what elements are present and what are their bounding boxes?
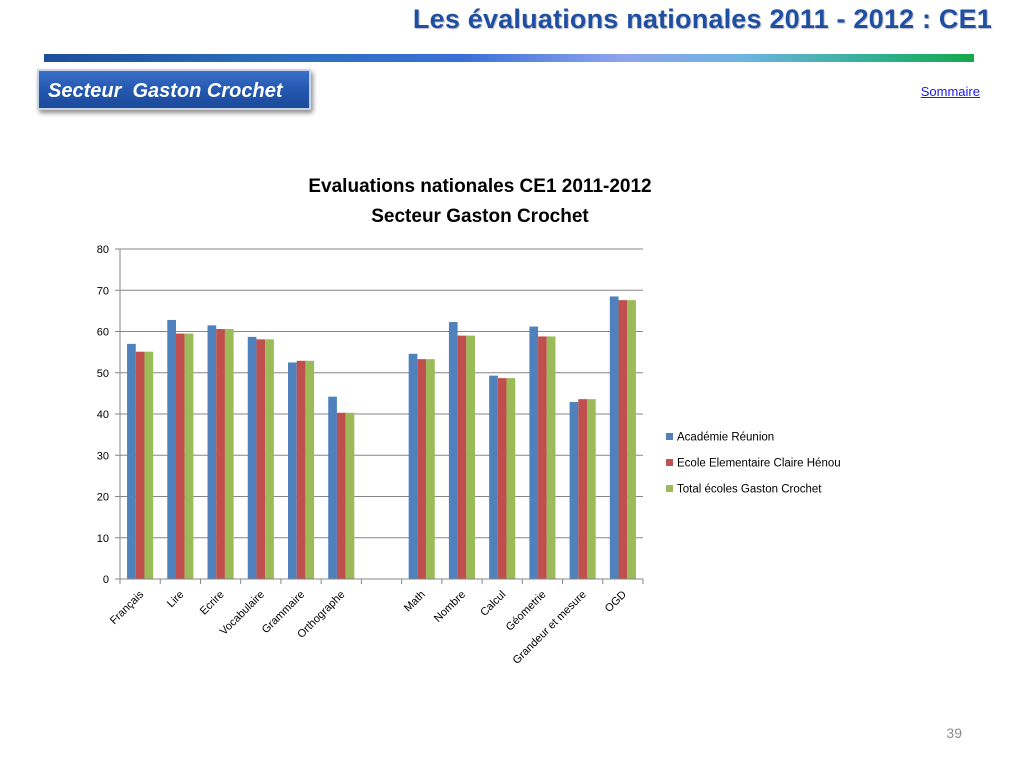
bar [609,296,619,579]
bar [448,322,458,579]
bar [417,359,427,579]
bar [265,339,274,579]
page-number: 39 [946,725,962,741]
y-tick-label: 70 [97,285,109,297]
bar [538,336,547,579]
y-tick-label: 80 [97,244,109,256]
legend-swatch [666,459,673,466]
bar [296,360,306,579]
bar [587,399,596,579]
sector-label: Secteur Gaston Crochet [37,69,311,110]
legend-label: Académie Réunion [677,432,774,444]
y-tick-label: 10 [97,533,109,545]
bar [216,329,225,579]
bar [184,333,194,579]
bar [144,351,154,579]
legend-label: Ecole Elementaire Claire Hénou [677,458,841,470]
sommaire-link[interactable]: Sommaire [920,84,980,99]
legend-swatch [666,433,673,440]
bar [247,336,257,579]
bar [627,300,636,579]
title-gradient-bar [44,54,974,62]
y-tick-label: 20 [97,492,109,504]
y-tick-label: 50 [97,368,109,380]
bar [175,333,185,579]
x-tick-label: Ecrire [198,589,227,618]
y-tick-label: 40 [97,409,109,421]
bar [618,300,628,579]
bar [328,396,337,579]
bar [578,399,588,579]
chart-subtitle: Secteur Gaston Crochet [371,206,589,227]
bar [489,375,498,579]
x-tick-label: Math [402,589,428,615]
bar [345,412,355,579]
bar [305,360,315,579]
bar [256,339,266,579]
x-tick-label: Français [108,588,147,627]
y-tick-label: 60 [97,327,109,339]
bar [426,359,435,579]
bar [224,329,234,579]
legend-label: Total écoles Gaston Crochet [677,484,822,496]
bar [569,402,579,579]
x-tick-label: OGD [603,589,629,615]
bar [506,378,516,579]
bar [135,351,145,579]
slide-title: Les évaluations nationales 2011 - 2012 :… [412,4,992,34]
x-tick-label: Nombre [432,589,468,625]
chart-title-block: Evaluations nationales CE1 2011-2012 Sec… [250,172,710,232]
chart-title: Evaluations nationales CE1 2011-2012 [308,176,652,197]
bar [336,412,346,579]
y-tick-label: 0 [103,574,109,586]
x-tick-label: Calcul [478,589,508,619]
legend-swatch [666,485,673,492]
bar [287,362,297,579]
bar [167,319,176,579]
bar [127,343,136,579]
bar [466,335,476,579]
x-tick-label: Grandeur et mesure [511,589,589,667]
bar [457,335,467,579]
bar [207,325,217,579]
x-tick-label: Lire [165,589,186,610]
bar [497,378,507,579]
bar [546,336,556,579]
bar [408,353,418,579]
bar [529,326,539,579]
y-tick-label: 30 [97,450,109,462]
